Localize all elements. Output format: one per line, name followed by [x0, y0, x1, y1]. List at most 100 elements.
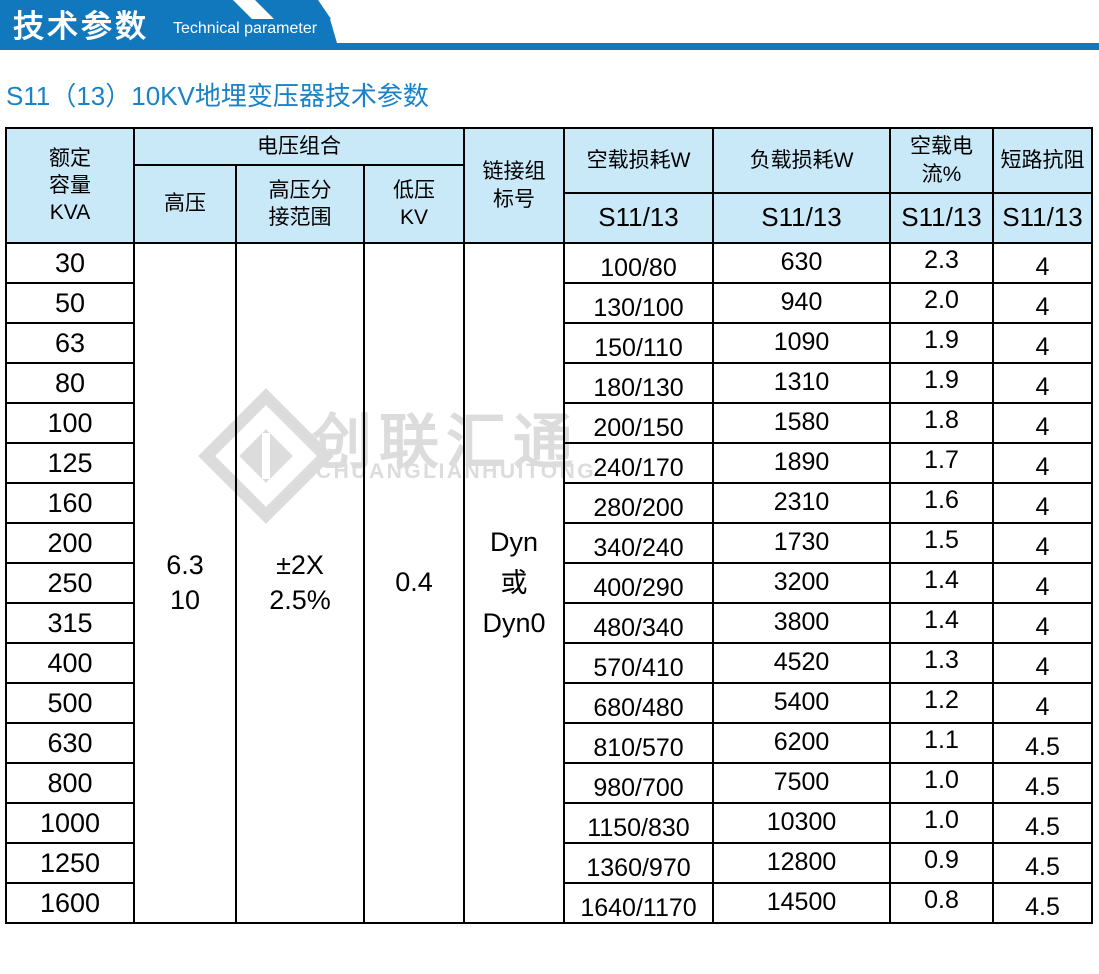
no-load-loss-cell: 680/480 [564, 683, 713, 723]
load-loss-cell: 4520 [713, 643, 890, 683]
banner-strip [0, 43, 1099, 50]
no-load-loss-cell: 1640/1170 [564, 883, 713, 923]
load-loss-cell: 14500 [713, 883, 890, 923]
load-loss-cell: 5400 [713, 683, 890, 723]
page-title: S11（13）10KV地埋变压器技术参数 [6, 81, 429, 111]
header-lv: 低压 KV [364, 165, 464, 243]
header-hv: 高压 [134, 165, 236, 243]
impedance-cell: 4 [993, 643, 1092, 683]
no-load-current-cell: 1.7 [890, 443, 993, 483]
no-load-loss-cell: 810/570 [564, 723, 713, 763]
header-load-loss-model: S11/13 [713, 193, 890, 243]
capacity-cell: 630 [6, 723, 134, 763]
capacity-cell: 315 [6, 603, 134, 643]
load-loss-cell: 10300 [713, 803, 890, 843]
load-loss-cell: 6200 [713, 723, 890, 763]
no-load-current-cell: 1.6 [890, 483, 993, 523]
banner-title-en: Technical parameter [173, 20, 318, 37]
load-loss-cell: 1580 [713, 403, 890, 443]
no-load-current-cell: 1.3 [890, 643, 993, 683]
capacity-cell: 80 [6, 363, 134, 403]
no-load-loss-cell: 180/130 [564, 363, 713, 403]
header-impedance: 短路抗阻 [993, 128, 1092, 193]
load-loss-cell: 3800 [713, 603, 890, 643]
capacity-cell: 400 [6, 643, 134, 683]
load-loss-cell: 2310 [713, 483, 890, 523]
technical-parameter-table: 额定 容量 KVA 电压组合 高压 高压分 接范围 低压 KV 链接组 标号 空… [5, 127, 1093, 924]
merged-vector-group-value: Dyn 或 Dyn0 [464, 243, 564, 923]
header-impedance-model: S11/13 [993, 193, 1092, 243]
no-load-current-cell: 1.9 [890, 363, 993, 403]
impedance-cell: 4.5 [993, 843, 1092, 883]
capacity-cell: 160 [6, 483, 134, 523]
no-load-current-cell: 1.8 [890, 403, 993, 443]
impedance-cell: 4 [993, 563, 1092, 603]
impedance-cell: 4 [993, 363, 1092, 403]
load-loss-cell: 1730 [713, 523, 890, 563]
impedance-cell: 4.5 [993, 883, 1092, 923]
no-load-loss-cell: 100/80 [564, 243, 713, 283]
no-load-current-cell: 1.2 [890, 683, 993, 723]
load-loss-cell: 12800 [713, 843, 890, 883]
no-load-loss-cell: 980/700 [564, 763, 713, 803]
impedance-cell: 4 [993, 523, 1092, 563]
no-load-loss-cell: 480/340 [564, 603, 713, 643]
no-load-current-cell: 1.1 [890, 723, 993, 763]
impedance-cell: 4 [993, 243, 1092, 283]
capacity-cell: 30 [6, 243, 134, 283]
header-capacity: 额定 容量 KVA [6, 128, 134, 243]
capacity-cell: 200 [6, 523, 134, 563]
header-no-load-current-model: S11/13 [890, 193, 993, 243]
no-load-current-cell: 1.0 [890, 763, 993, 803]
no-load-current-cell: 1.9 [890, 323, 993, 363]
impedance-cell: 4.5 [993, 803, 1092, 843]
capacity-cell: 250 [6, 563, 134, 603]
banner-title-cn: 技术参数 [13, 9, 149, 44]
capacity-cell: 500 [6, 683, 134, 723]
no-load-loss-cell: 570/410 [564, 643, 713, 683]
no-load-current-cell: 1.4 [890, 603, 993, 643]
load-loss-cell: 1310 [713, 363, 890, 403]
impedance-cell: 4 [993, 323, 1092, 363]
impedance-cell: 4 [993, 403, 1092, 443]
no-load-loss-cell: 400/290 [564, 563, 713, 603]
capacity-cell: 100 [6, 403, 134, 443]
header-no-load-current: 空载电流% [890, 128, 993, 193]
load-loss-cell: 940 [713, 283, 890, 323]
capacity-cell: 63 [6, 323, 134, 363]
load-loss-cell: 1090 [713, 323, 890, 363]
capacity-cell: 800 [6, 763, 134, 803]
no-load-loss-cell: 280/200 [564, 483, 713, 523]
load-loss-cell: 1890 [713, 443, 890, 483]
section-banner: 技术参数 Technical parameter [0, 0, 1099, 52]
impedance-cell: 4 [993, 283, 1092, 323]
no-load-current-cell: 1.4 [890, 563, 993, 603]
no-load-current-cell: 1.0 [890, 803, 993, 843]
impedance-cell: 4 [993, 443, 1092, 483]
no-load-current-cell: 2.3 [890, 243, 993, 283]
no-load-current-cell: 1.5 [890, 523, 993, 563]
header-no-load-loss-model: S11/13 [564, 193, 713, 243]
header-load-loss: 负载损耗W [713, 128, 890, 193]
load-loss-cell: 7500 [713, 763, 890, 803]
merged-lv-value: 0.4 [364, 243, 464, 923]
banner-ribbon-fold [255, 0, 331, 19]
merged-hv-tap-value: ±2X 2.5% [236, 243, 364, 923]
no-load-loss-cell: 340/240 [564, 523, 713, 563]
impedance-cell: 4 [993, 683, 1092, 723]
no-load-loss-cell: 130/100 [564, 283, 713, 323]
merged-hv-value: 6.3 10 [134, 243, 236, 923]
capacity-cell: 125 [6, 443, 134, 483]
header-vector-group: 链接组 标号 [464, 128, 564, 243]
no-load-loss-cell: 240/170 [564, 443, 713, 483]
capacity-cell: 1250 [6, 843, 134, 883]
capacity-cell: 50 [6, 283, 134, 323]
capacity-cell: 1600 [6, 883, 134, 923]
header-voltage-combo: 电压组合 [134, 128, 464, 165]
impedance-cell: 4 [993, 603, 1092, 643]
no-load-loss-cell: 1150/830 [564, 803, 713, 843]
no-load-current-cell: 2.0 [890, 283, 993, 323]
no-load-loss-cell: 150/110 [564, 323, 713, 363]
no-load-current-cell: 0.8 [890, 883, 993, 923]
